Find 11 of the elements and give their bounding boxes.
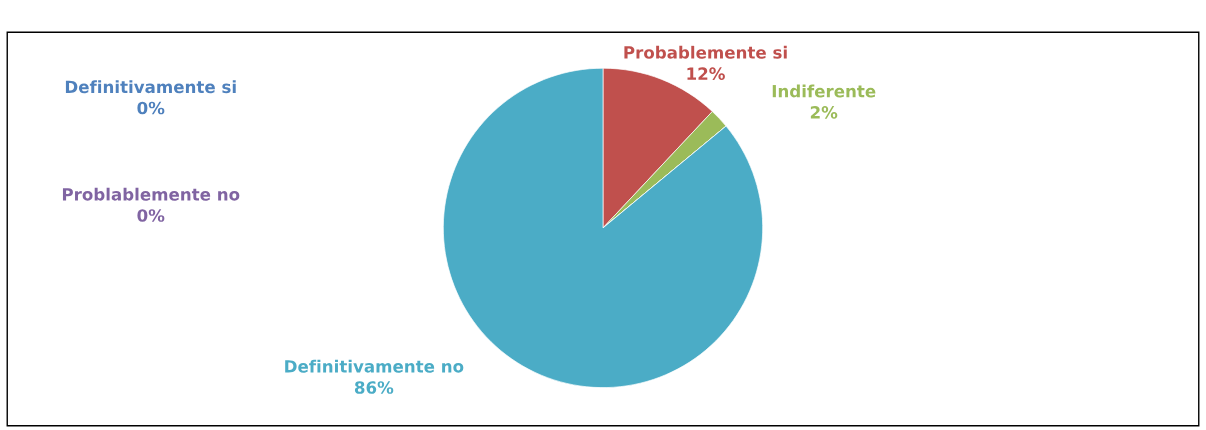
pie-slice: [442, 67, 764, 388]
data-label: 12%: [687, 67, 725, 80]
category-label: Problablemente no: [62, 187, 240, 201]
data-label: 86%: [354, 381, 394, 394]
text: 0%: [137, 209, 165, 222]
slice-label: Definitivamente no: [285, 359, 464, 373]
data-label: 2%: [810, 106, 838, 119]
slice-label: Indiferente: [772, 84, 876, 98]
category-label: Definitivamente si: [65, 80, 236, 94]
text: 0%: [137, 101, 165, 115]
slice-label: Probablemente si: [624, 45, 787, 59]
